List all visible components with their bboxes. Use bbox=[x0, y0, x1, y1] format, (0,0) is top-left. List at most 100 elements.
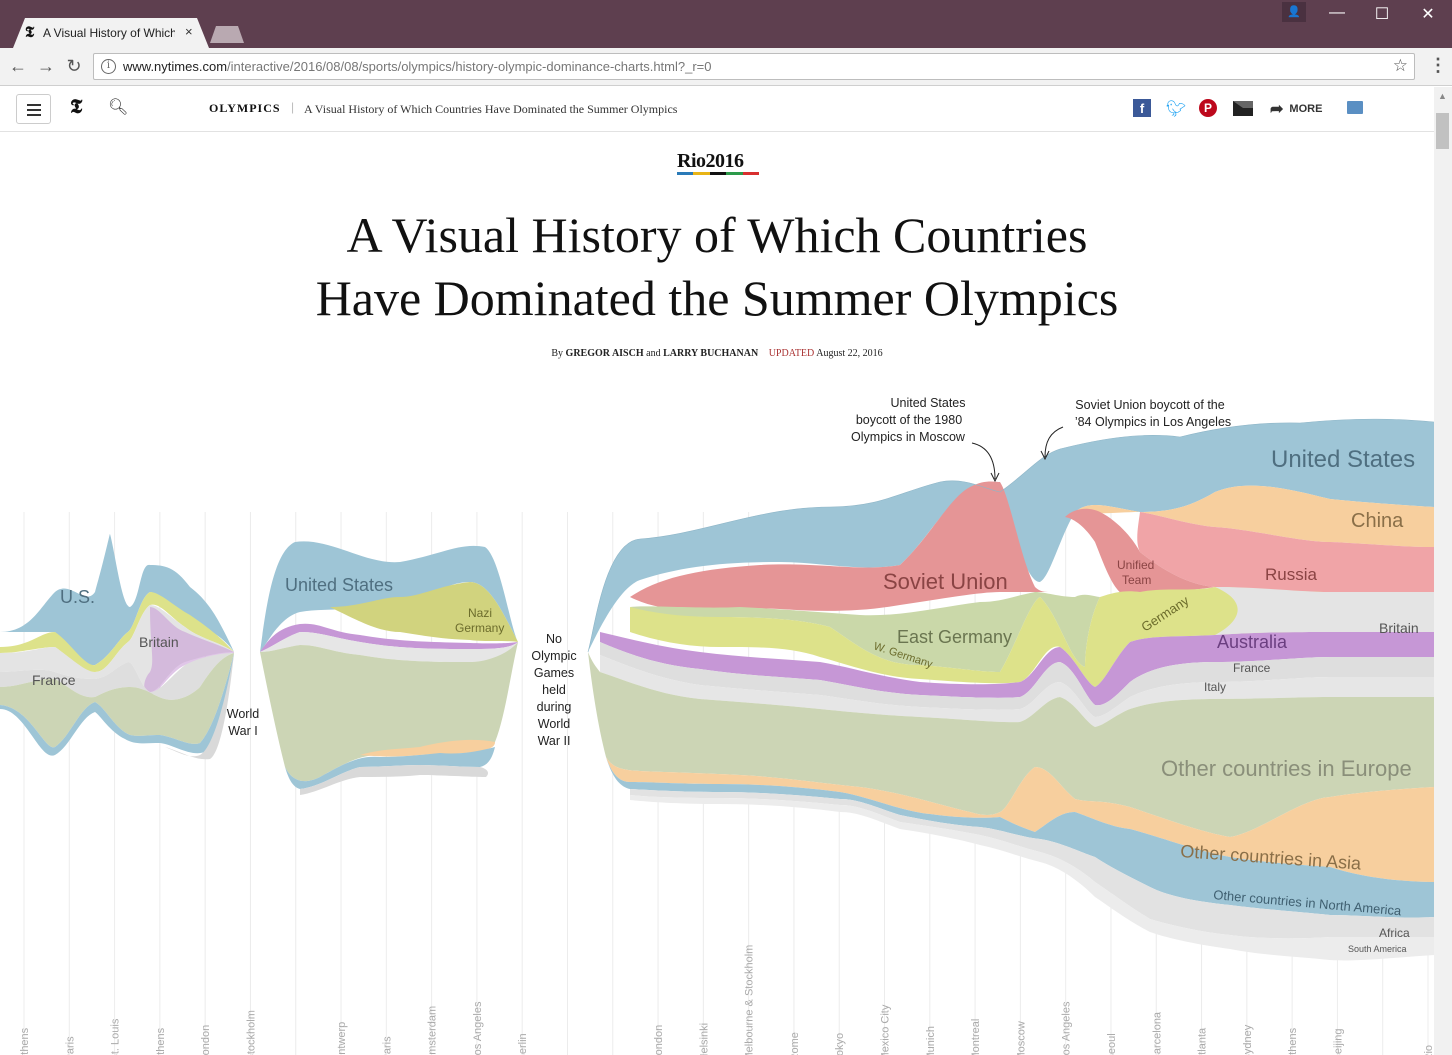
label-france-early: France bbox=[32, 672, 76, 688]
author-name[interactable]: LARRY BUCHANAN bbox=[663, 348, 759, 359]
area-purple-interwar bbox=[260, 623, 518, 652]
browser-tab[interactable]: 𝕿 A Visual History of Which Countries × bbox=[13, 18, 209, 48]
forward-arrow-icon[interactable]: → bbox=[37, 56, 55, 76]
annotation-arrowhead-1984 bbox=[1040, 450, 1050, 461]
info-icon[interactable]: i bbox=[101, 59, 116, 74]
maximize-button[interactable]: ☐ bbox=[1374, 6, 1390, 23]
hamburger-line bbox=[27, 104, 41, 106]
x-tick-label: 1920 Antwerp bbox=[336, 1022, 348, 1055]
area-australia bbox=[600, 632, 1434, 706]
nyt-logo-icon[interactable]: 𝕿 bbox=[70, 96, 83, 118]
x-tick-label: 1988 Seoul bbox=[1106, 1033, 1118, 1055]
x-tick-label: 1968 Mexico City bbox=[880, 1004, 892, 1055]
label-east-germany: East Germany bbox=[897, 627, 1012, 647]
browser-menu-icon[interactable]: ⋮ bbox=[1429, 55, 1447, 75]
x-tick-label: 2016 Rio bbox=[1423, 1045, 1434, 1055]
bookmark-star-icon[interactable]: ☆ bbox=[1392, 56, 1408, 75]
x-tick-label: 2004 Athens bbox=[1287, 1027, 1299, 1055]
byline: By GREGOR AISCH and LARRY BUCHANAN UPDAT… bbox=[0, 348, 1434, 359]
tab-close-icon[interactable]: × bbox=[185, 24, 193, 39]
annotation-1980-line3: Olympics in Moscow bbox=[851, 430, 966, 444]
area-unified-team bbox=[1065, 508, 1215, 597]
x-tick-label: 1904 St. Louis bbox=[110, 1018, 122, 1055]
browser-toolbar: ← → ↻ i www.nytimes.com/interactive/2016… bbox=[0, 48, 1452, 86]
area-gray-bottom-early bbox=[165, 653, 234, 760]
author-name[interactable]: GREGOR AISCH bbox=[565, 348, 644, 359]
page-scrollbar[interactable]: ▲ bbox=[1434, 87, 1452, 1055]
label-soviet-union: Soviet Union bbox=[883, 569, 1008, 594]
scroll-thumb[interactable] bbox=[1436, 113, 1449, 149]
area-white-interwar bbox=[260, 632, 518, 662]
area-nazi-germany bbox=[330, 582, 518, 642]
label-unified-team-1: Unified bbox=[1117, 558, 1154, 572]
area-other-europe-early bbox=[0, 653, 234, 748]
x-tick-label: 1964 Tokyo bbox=[834, 1033, 846, 1055]
user-profile-icon[interactable]: 👤 bbox=[1282, 2, 1306, 22]
x-tick-label: 1952 Helsinki bbox=[698, 1023, 710, 1055]
area-france bbox=[600, 642, 1434, 717]
annotation-ww2-line6: World bbox=[538, 717, 570, 731]
area-south-america bbox=[630, 795, 1434, 961]
share-arrow-icon: ➦ bbox=[1270, 101, 1284, 118]
facebook-icon[interactable]: f bbox=[1133, 99, 1151, 117]
x-tick-label: 1976 Montreal bbox=[970, 1019, 982, 1055]
rio2016-logo: Rio2016 bbox=[677, 150, 744, 172]
annotation-ww2-line2: Olympic bbox=[531, 649, 576, 663]
url-host: www.nytimes.com bbox=[123, 59, 228, 74]
x-tick-label: 1912 Stockholm bbox=[245, 1010, 257, 1055]
scroll-up-icon[interactable]: ▲ bbox=[1438, 91, 1447, 101]
stream-outline-top bbox=[587, 418, 1434, 653]
label-unified-team-2: Team bbox=[1122, 573, 1151, 587]
twitter-icon[interactable]: 🐦︎ bbox=[1166, 101, 1187, 118]
annotation-ww1-line1: World bbox=[227, 707, 259, 721]
close-window-button[interactable]: ✕ bbox=[1421, 6, 1435, 23]
label-france: France bbox=[1233, 661, 1271, 675]
new-tab-button[interactable] bbox=[210, 26, 244, 43]
url-path: /interactive/2016/08/08/sports/olympics/… bbox=[227, 59, 712, 74]
label-united-states: United States bbox=[1271, 446, 1415, 473]
x-tick-label: 1972 Munich bbox=[925, 1026, 937, 1055]
label-nazi-germany-2: Germany bbox=[455, 621, 504, 635]
section-separator: | bbox=[291, 100, 295, 114]
menu-button[interactable] bbox=[16, 94, 51, 124]
x-tick-label: 1960 Rome bbox=[789, 1032, 801, 1055]
annotation-ww2-line1: No bbox=[546, 632, 562, 646]
rio-bar-segment bbox=[677, 172, 694, 175]
area-france-early bbox=[0, 653, 234, 700]
save-folder-icon[interactable] bbox=[1347, 101, 1363, 114]
reload-icon[interactable]: ↻ bbox=[66, 56, 82, 76]
area-w-germany bbox=[630, 587, 1434, 687]
section-label[interactable]: OLYMPICS bbox=[209, 101, 281, 115]
x-tick-label: 1956 Melbourne & Stockholm bbox=[744, 945, 756, 1055]
area-united-states-interwar bbox=[260, 541, 518, 652]
headline-line-1: A Visual History of Which Countries bbox=[346, 207, 1088, 263]
address-bar[interactable]: i www.nytimes.com/interactive/2016/08/08… bbox=[93, 53, 1415, 80]
minimize-button[interactable]: — bbox=[1329, 4, 1345, 21]
page-title: A Visual History of Which Countries Have… bbox=[0, 204, 1434, 330]
label-china: China bbox=[1351, 510, 1404, 532]
label-britain-early: Britain bbox=[139, 634, 179, 650]
rio-bar-segment bbox=[709, 172, 727, 175]
header-article-title: A Visual History of Which Countries Have… bbox=[304, 102, 678, 116]
area-gray-bottom-interwar bbox=[300, 765, 488, 795]
x-tick-label: 1906 Athens bbox=[155, 1027, 167, 1055]
url-text[interactable]: www.nytimes.com/interactive/2016/08/08/s… bbox=[123, 59, 712, 74]
email-icon[interactable] bbox=[1233, 101, 1253, 116]
area-orange-interwar bbox=[360, 739, 495, 757]
rio-bar-segment bbox=[726, 172, 743, 175]
area-italy bbox=[600, 655, 1434, 727]
label-australia: Australia bbox=[1217, 632, 1288, 652]
annotation-ww2-line4: held bbox=[542, 683, 566, 697]
back-arrow-icon[interactable]: ← bbox=[9, 56, 27, 76]
nyt-favicon-icon: 𝕿 bbox=[25, 25, 35, 41]
search-icon[interactable]: 🔍︎ bbox=[108, 99, 129, 116]
more-share-button[interactable]: ➦ MORE bbox=[1270, 99, 1330, 118]
area-australia-early bbox=[144, 607, 234, 695]
x-tick-label: 1900 Paris bbox=[64, 1036, 76, 1055]
rio2016-color-bar bbox=[677, 172, 760, 175]
x-tick-label: 1936 Berlin bbox=[517, 1033, 529, 1055]
label-us-interwar: United States bbox=[285, 575, 393, 595]
pinterest-icon[interactable]: P bbox=[1199, 99, 1217, 117]
annotation-1984-line2: ’84 Olympics in Los Angeles bbox=[1075, 415, 1231, 429]
annotation-ww2-line3: Games bbox=[534, 666, 574, 680]
